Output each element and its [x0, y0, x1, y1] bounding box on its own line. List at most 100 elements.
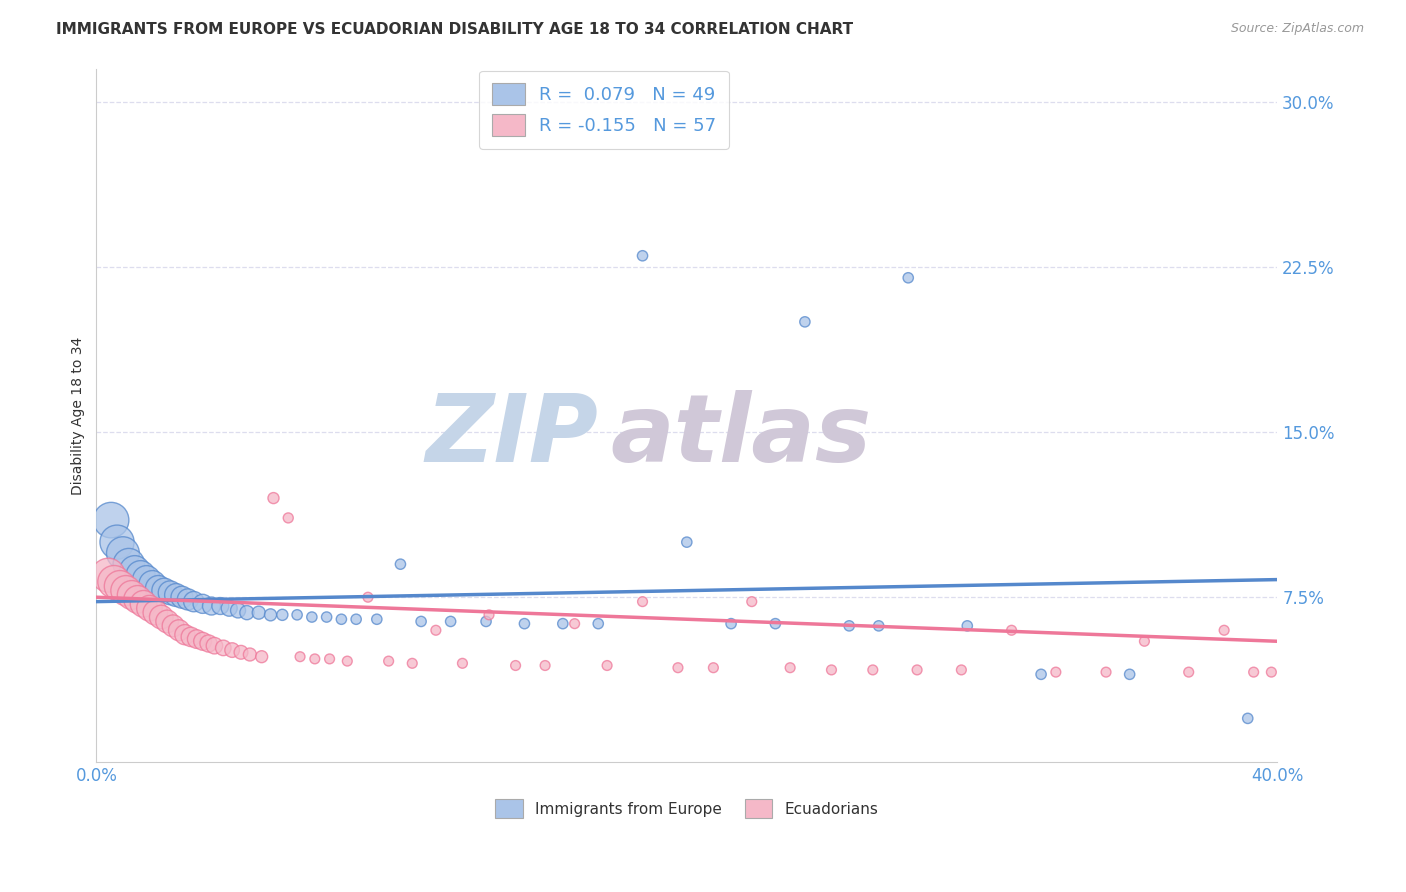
Point	[162, 619, 184, 633]
Point	[100, 513, 122, 527]
Point	[820, 663, 842, 677]
Point	[1118, 667, 1140, 681]
Point	[135, 573, 157, 587]
Point	[263, 491, 285, 505]
Text: atlas: atlas	[610, 391, 872, 483]
Point	[440, 615, 463, 629]
Point	[111, 546, 134, 560]
Point	[167, 624, 190, 638]
Point	[905, 663, 928, 677]
Text: IMMIGRANTS FROM EUROPE VS ECUADORIAN DISABILITY AGE 18 TO 34 CORRELATION CHART: IMMIGRANTS FROM EUROPE VS ECUADORIAN DIS…	[56, 22, 853, 37]
Point	[505, 658, 527, 673]
Point	[277, 511, 299, 525]
Point	[170, 591, 193, 605]
Point	[763, 616, 786, 631]
Point	[675, 535, 697, 549]
Point	[288, 649, 311, 664]
Point	[218, 601, 240, 615]
Point	[247, 606, 270, 620]
Point	[259, 607, 281, 622]
Point	[1177, 665, 1199, 679]
Point	[357, 591, 380, 605]
Point	[862, 663, 884, 677]
Point	[108, 579, 131, 593]
Point	[285, 607, 308, 622]
Point	[165, 588, 187, 602]
Point	[377, 654, 399, 668]
Point	[250, 649, 273, 664]
Point	[148, 582, 170, 596]
Point	[631, 594, 654, 608]
Point	[315, 610, 337, 624]
Point	[150, 610, 173, 624]
Point	[336, 654, 359, 668]
Point	[956, 619, 979, 633]
Point	[304, 652, 326, 666]
Point	[239, 648, 262, 662]
Point	[389, 557, 412, 571]
Point	[720, 616, 742, 631]
Point	[197, 636, 219, 650]
Point	[121, 588, 143, 602]
Point	[103, 574, 125, 589]
Point	[366, 612, 388, 626]
Point	[702, 661, 724, 675]
Point	[425, 624, 447, 638]
Point	[564, 616, 586, 631]
Point	[200, 599, 222, 613]
Point	[551, 616, 574, 631]
Point	[153, 583, 176, 598]
Legend: Immigrants from Europe, Ecuadorians: Immigrants from Europe, Ecuadorians	[489, 793, 884, 824]
Point	[229, 645, 252, 659]
Point	[897, 270, 920, 285]
Point	[138, 601, 160, 615]
Point	[105, 535, 128, 549]
Point	[1029, 667, 1052, 681]
Point	[779, 661, 801, 675]
Point	[1243, 665, 1265, 679]
Text: ZIP: ZIP	[426, 391, 598, 483]
Point	[180, 630, 202, 644]
Point	[475, 615, 498, 629]
Point	[741, 594, 763, 608]
Point	[1133, 634, 1156, 648]
Point	[586, 616, 609, 631]
Point	[344, 612, 367, 626]
Point	[868, 619, 890, 633]
Point	[129, 568, 152, 582]
Point	[212, 640, 235, 655]
Point	[156, 615, 179, 629]
Point	[950, 663, 973, 677]
Point	[141, 577, 163, 591]
Point	[1095, 665, 1118, 679]
Point	[838, 619, 860, 633]
Point	[118, 557, 141, 571]
Point	[271, 607, 294, 622]
Point	[401, 657, 423, 671]
Y-axis label: Disability Age 18 to 34: Disability Age 18 to 34	[72, 336, 86, 494]
Point	[191, 597, 214, 611]
Point	[1000, 624, 1022, 638]
Point	[534, 658, 557, 673]
Point	[236, 606, 259, 620]
Point	[596, 658, 619, 673]
Point	[1236, 711, 1258, 725]
Point	[183, 594, 205, 608]
Point	[793, 315, 815, 329]
Point	[318, 652, 340, 666]
Point	[124, 564, 146, 578]
Point	[174, 628, 197, 642]
Point	[226, 603, 249, 617]
Point	[132, 597, 155, 611]
Point	[1213, 624, 1236, 638]
Point	[1260, 665, 1282, 679]
Point	[177, 592, 200, 607]
Point	[186, 632, 208, 646]
Point	[115, 583, 138, 598]
Point	[631, 249, 654, 263]
Point	[1045, 665, 1067, 679]
Point	[204, 639, 226, 653]
Point	[666, 661, 689, 675]
Point	[478, 607, 501, 622]
Point	[221, 643, 243, 657]
